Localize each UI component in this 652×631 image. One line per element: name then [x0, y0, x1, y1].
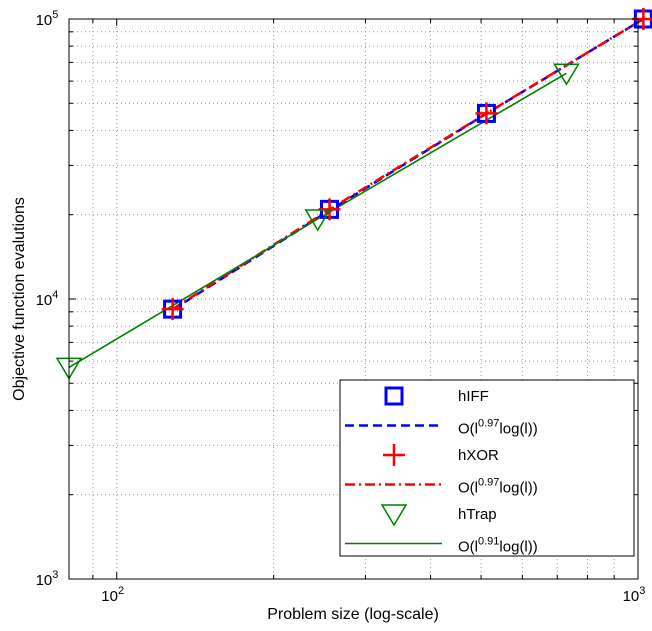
legend-label-5: O(l0.91log(l)) [458, 536, 538, 556]
y-axis-label: Objective function evalutions [11, 197, 28, 401]
legend-label-3: O(l0.97log(l)) [458, 477, 538, 497]
legend-label-hXOR: hXOR [458, 447, 499, 464]
series-layer [55, 8, 652, 380]
y-tick-label: 103 [36, 569, 59, 589]
series-line-3 [171, 17, 645, 311]
legend-box [339, 379, 635, 557]
tick-labels: 102 103 103 104 105 [36, 9, 646, 605]
ticks [69, 18, 639, 580]
legend-label-hTrap: hTrap [458, 506, 497, 523]
series-point-hTrap [553, 63, 580, 86]
series-point-hXOR [475, 102, 498, 125]
series-point-hTrap [304, 209, 332, 232]
legend: hIFF O(l0.97log(l)) hXOR O(l0.97log(l)) hTra… [339, 379, 635, 557]
grid [69, 19, 638, 579]
x-axis-label: Problem size (log-scale) [267, 606, 439, 623]
x-tick-label: 103 [623, 585, 646, 605]
x-tick-label: 102 [101, 585, 124, 605]
legend-symbol-hTrap [380, 504, 408, 527]
legend-label-hIFF: hIFF [458, 388, 489, 405]
series-point-hXOR [161, 298, 184, 321]
legend-label-1: O(l0.97log(l)) [458, 418, 538, 438]
y-tick-label: 105 [36, 9, 59, 29]
legend-symbol-hIFF [384, 386, 404, 406]
legend-symbol-hXOR [383, 444, 405, 466]
series-line-1 [171, 17, 645, 311]
y-tick-label: 104 [36, 289, 59, 309]
